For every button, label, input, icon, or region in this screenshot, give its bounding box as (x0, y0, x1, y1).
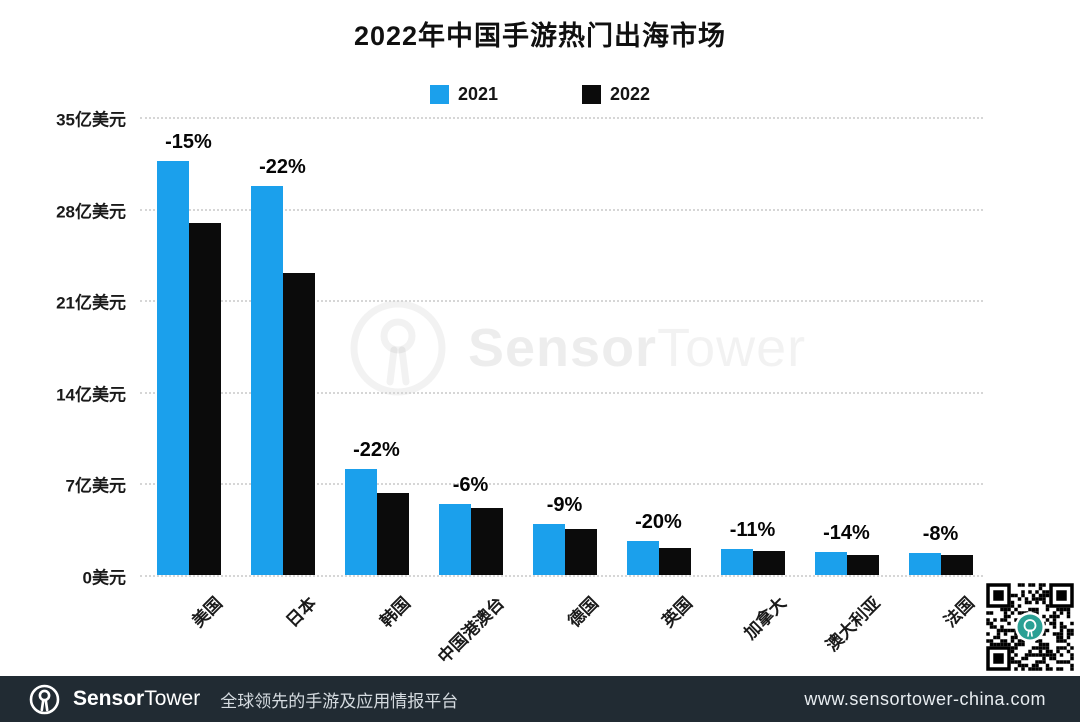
chart-title: 2022年中国手游热门出海市场 (353, 21, 727, 51)
bar-2022-1 (282, 272, 315, 575)
sensortower-logo-icon (29, 684, 60, 714)
y-gridline (140, 208, 983, 211)
bar-change-label: -9% (546, 493, 583, 516)
x-axis-category-label: 加拿大 (739, 593, 790, 644)
footer-bar: SensorTower 全球领先的手游及应用情报平台 www.sensortow… (0, 676, 1080, 722)
bar-2022-8 (940, 555, 973, 575)
legend-label: 2022 (610, 84, 651, 104)
bar-change-label: -22% (259, 156, 306, 179)
bar-change-label: -6% (452, 474, 489, 497)
y-axis-tick-label: 14亿美元 (56, 385, 126, 405)
y-axis-tick-label: 28亿美元 (56, 202, 126, 222)
footer-brand-text: SensorTower (73, 687, 200, 711)
legend-color-swatch (582, 85, 601, 104)
y-axis-tick-label: 0美元 (82, 568, 126, 588)
y-gridline (140, 391, 983, 394)
watermark-brand-light: Tower (657, 318, 807, 378)
bar-change-label: -20% (635, 510, 682, 533)
bar-2022-2 (376, 492, 409, 575)
legend-item: 2022 (582, 84, 650, 105)
legend-item: 2021 (429, 84, 498, 105)
y-axis-tick-label: 7亿美元 (65, 476, 126, 496)
bar-2021-3 (438, 504, 471, 575)
bar-2021-8 (908, 553, 941, 575)
sensortower-logo-watermark-icon (350, 300, 446, 396)
footer-website: www.sensortower-china.com (804, 688, 1046, 709)
bar-2022-5 (658, 547, 691, 575)
bar-change-label: -22% (353, 439, 400, 461)
chart-legend: 2021 2022 (0, 84, 1080, 105)
legend-color-swatch (429, 85, 449, 104)
y-axis-tick-label: 21亿美元 (56, 293, 126, 313)
legend-label: 2021 (457, 84, 498, 104)
bar-change-label: -15% (165, 131, 212, 154)
watermark-brand-bold: Sensor (468, 318, 658, 378)
footer-brand-bold: Sensor (73, 687, 145, 710)
qr-code (984, 581, 1076, 673)
bar-2021-6 (720, 548, 753, 575)
watermark-brand-text: SensorTower (468, 317, 806, 379)
bar-2021-2 (344, 469, 377, 575)
bar-change-label: -8% (922, 523, 959, 546)
bar-2021-1 (250, 186, 283, 575)
y-gridline (140, 575, 983, 577)
x-axis-category-label: 中国港澳台 (433, 593, 508, 668)
footer-brand-block: SensorTower 全球领先的手游及应用情报平台 (28, 683, 458, 716)
y-gridline (140, 300, 983, 303)
bar-change-label: -14% (823, 522, 870, 545)
bar-2022-0 (188, 222, 221, 575)
x-axis-category-label: 美国 (187, 593, 226, 632)
bar-2022-6 (752, 551, 785, 575)
bar-change-label: -11% (729, 518, 776, 541)
footer-brand-light: Tower (144, 687, 201, 710)
y-gridline (140, 483, 983, 486)
y-gridline (140, 117, 983, 119)
bar-2021-5 (626, 540, 659, 575)
x-axis-category-label: 澳大利亚 (821, 593, 884, 656)
x-axis-category-label: 日本 (281, 593, 320, 632)
x-axis-category-label: 英国 (657, 593, 696, 632)
x-axis-category-label: 韩国 (375, 593, 414, 632)
x-axis-category-label: 德国 (563, 593, 602, 632)
bar-2022-7 (846, 555, 879, 575)
x-axis-category-label: 法国 (939, 593, 978, 632)
footer-tagline: 全球领先的手游及应用情报平台 (220, 691, 459, 711)
bar-2021-7 (814, 552, 847, 575)
bar-2021-0 (156, 161, 189, 575)
y-axis-tick-label: 35亿美元 (56, 110, 126, 130)
bar-2022-4 (564, 528, 597, 575)
sensortower-watermark: SensorTower (348, 298, 806, 398)
bar-2022-3 (470, 508, 503, 575)
bar-2021-4 (532, 523, 565, 575)
